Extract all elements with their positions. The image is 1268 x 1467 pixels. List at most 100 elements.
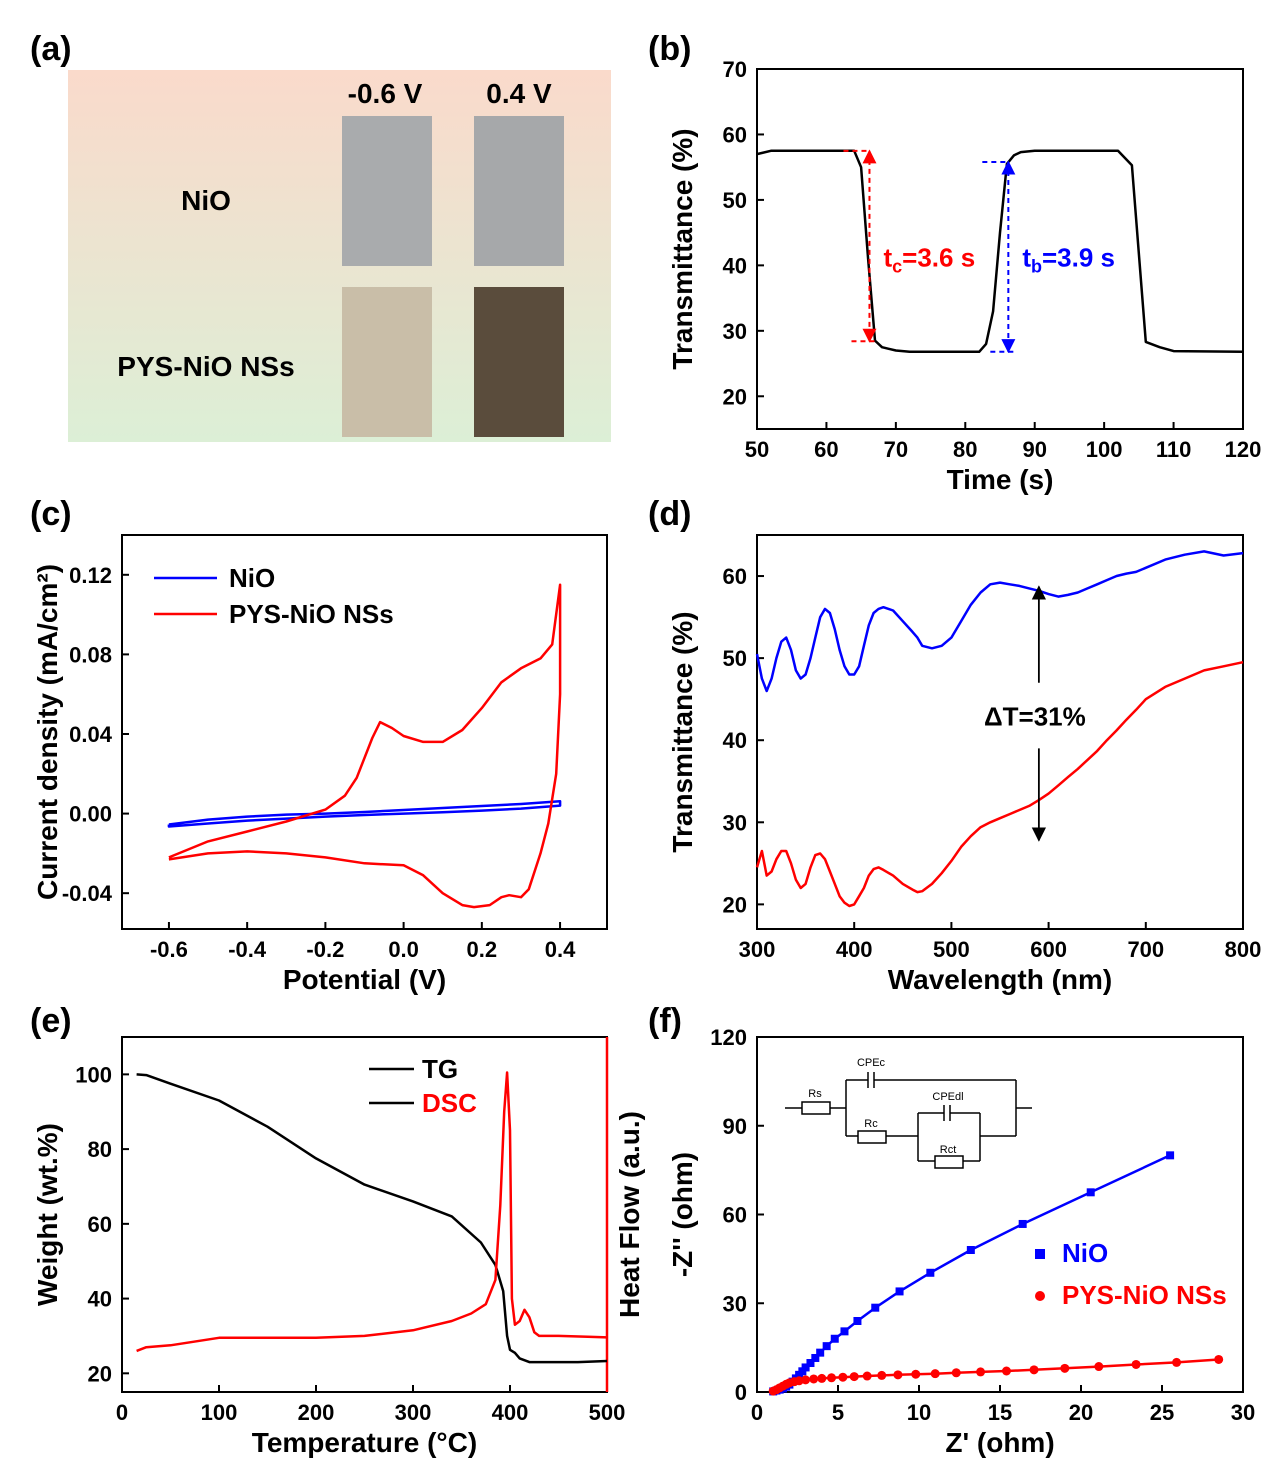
pys-data-point (911, 1369, 921, 1379)
y-tick-label: 60 (723, 564, 747, 589)
x-tick-label: 0 (751, 1400, 763, 1425)
legend-marker (1035, 1249, 1045, 1259)
y-tick-label: 20 (723, 384, 747, 409)
chart-d: 300 400 500 600 700 800 20 30 40 50 60 Wavelength (… (667, 534, 1261, 995)
nio-data-point (830, 1334, 839, 1343)
x-tick-label: 60 (814, 437, 838, 462)
pys-data-point (827, 1373, 837, 1383)
panel-label-e: (e) (30, 1002, 72, 1040)
col-label-neg06: -0.6 V (348, 78, 423, 109)
y-axis-label: Current density (mA/cm²) (32, 564, 63, 900)
legend-label: PYS-NiO NSs (1062, 1280, 1227, 1310)
pys-data-point (1060, 1363, 1070, 1373)
x-tick-label: -0.2 (306, 937, 344, 962)
x-tick-label: 100 (1086, 437, 1123, 462)
sample-pys-04 (474, 287, 564, 437)
rct-resistor (934, 1155, 964, 1169)
y-axis-label: -Z'' (ohm) (667, 1152, 698, 1277)
x-axis-label: Time (s) (947, 464, 1054, 495)
y-tick-label: 60 (723, 122, 747, 147)
y-tick-label: 80 (88, 1137, 112, 1162)
delta-t-annotation: ΔT=31% (984, 702, 1086, 732)
x-tick-label: 100 (201, 1400, 238, 1425)
sample-pys-neg06 (342, 287, 432, 437)
panel-label-d: (d) (648, 495, 691, 533)
pys-data-point (951, 1368, 961, 1378)
pys-data-point (1131, 1359, 1141, 1369)
pys-data-point (893, 1370, 903, 1380)
y-axis-label: Transmittance (%) (667, 128, 698, 369)
x-axis-label: Wavelength (nm) (888, 964, 1113, 995)
rc-resistor (857, 1130, 887, 1144)
x-tick-label: 400 (492, 1400, 529, 1425)
x-tick-label: 300 (739, 937, 776, 962)
plot-frame (756, 68, 1244, 430)
pys-data-point (877, 1370, 887, 1380)
colored-spectrum (755, 660, 1244, 908)
x-tick-label: 5 (832, 1400, 844, 1425)
time-annotation: tc=3.6 s (883, 242, 975, 276)
x-tick-label: 0.0 (388, 937, 419, 962)
y-tick-label: 30 (723, 319, 747, 344)
pys-data-point (801, 1375, 811, 1385)
y-tick-label: 30 (723, 810, 747, 835)
x-tick-label: 15 (988, 1400, 1012, 1425)
x-tick-label: 0.4 (545, 937, 576, 962)
x-axis-label: Temperature (°C) (252, 1427, 477, 1458)
x-tick-label: 0 (116, 1400, 128, 1425)
circuit-label: Rs (808, 1088, 822, 1100)
ann-sub: c (892, 256, 902, 276)
x-axis-label: Z' (ohm) (945, 1427, 1054, 1458)
y-axis-label: Transmittance (%) (667, 611, 698, 852)
circuit-label: CPEc (857, 1057, 886, 1069)
pys-data-point (862, 1371, 872, 1381)
chart-c: -0.6 -0.4 -0.2 0.0 0.2 0.4 -0.04 0.00 0.04 0.08 0.… (32, 534, 608, 995)
legend-label: DSC (422, 1088, 477, 1118)
x-axis-label: Potential (V) (283, 964, 446, 995)
legend-marker (1035, 1291, 1045, 1301)
x-tick-label: 0.2 (467, 937, 498, 962)
legend-label: NiO (1062, 1238, 1108, 1268)
chart-b: 50 60 70 80 90 100 110 120 20 30 40 50 60 70 Time (s) T… (667, 57, 1261, 495)
y-axis-label: Weight (wt.%) (32, 1123, 63, 1306)
y-tick-label: 60 (88, 1212, 112, 1237)
legend-label: TG (422, 1054, 458, 1084)
ann-rest: =3.6 s (902, 242, 975, 272)
pys-data-point (817, 1373, 827, 1383)
x-tick-label: 200 (298, 1400, 335, 1425)
dsc-curve (136, 1071, 608, 1353)
nio-data-point (806, 1359, 815, 1368)
pys-data-point (976, 1367, 986, 1377)
y-tick-label: 0 (735, 1380, 747, 1405)
row-label-nio: NiO (181, 185, 231, 216)
plot-frame (121, 534, 608, 930)
x-tick-label: 50 (745, 437, 769, 462)
x-tick-label: 70 (884, 437, 908, 462)
y-tick-label: 90 (723, 1114, 747, 1139)
x-tick-label: 400 (836, 937, 873, 962)
x-tick-label: 600 (1030, 937, 1067, 962)
nio-fit-line (772, 1154, 1171, 1393)
panel-label-b: (b) (648, 30, 691, 68)
nio-data-point (822, 1342, 831, 1351)
sample-nio-neg06 (342, 116, 432, 266)
nio-data-point (816, 1348, 825, 1357)
legend-label: PYS-NiO NSs (229, 599, 394, 629)
pys-data-point (1214, 1354, 1224, 1364)
legend-label: NiO (229, 563, 275, 593)
pys-data-point (809, 1374, 819, 1384)
pys-data-point (1094, 1362, 1104, 1372)
nio-data-point (853, 1317, 862, 1325)
plot-frame (756, 1036, 1244, 1393)
x-tick-label: 700 (1127, 937, 1164, 962)
nio-data-point (840, 1327, 849, 1336)
x-tick-label: 25 (1150, 1400, 1174, 1425)
pys-cv-curve (168, 583, 562, 909)
ann-t: t (1022, 242, 1031, 272)
x-tick-label: 80 (953, 437, 977, 462)
nio-data-point (801, 1363, 810, 1372)
panel-label-a: (a) (30, 30, 72, 68)
nio-data-point (811, 1353, 820, 1362)
sample-nio-04 (474, 116, 564, 266)
